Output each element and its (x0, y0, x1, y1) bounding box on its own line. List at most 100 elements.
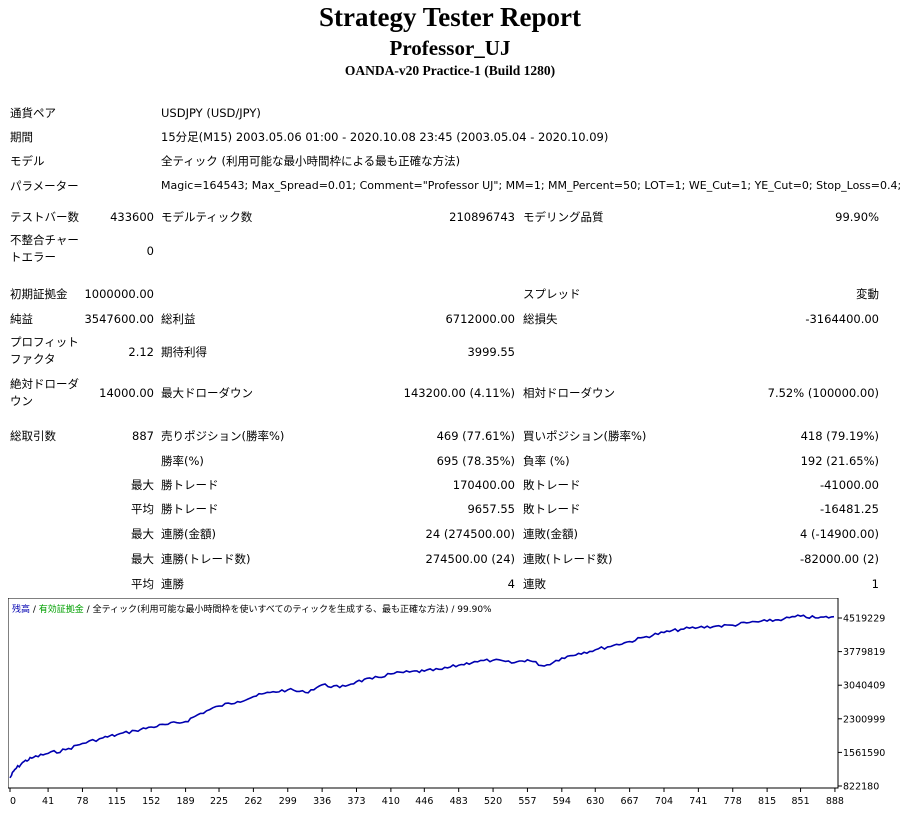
chart-plot-frame (8, 598, 839, 789)
total-trades-value: 887 (132, 429, 154, 443)
expected-payoff-label: 期待利得 (161, 345, 207, 359)
max-consecutive-loss-value: -82000.00 (2) (800, 552, 879, 566)
average-prefix: 平均 (131, 502, 154, 516)
x-tick-label: 41 (42, 796, 54, 807)
largest-prefix: 最大 (131, 478, 154, 492)
long-positions-label: 買いポジション(勝率%) (523, 429, 647, 443)
legend-quality: / 99.90% (449, 605, 493, 615)
relative-drawdown-label: 相対ドローダウン (523, 386, 615, 400)
profit-trades-value: 695 (78.35%) (436, 454, 515, 468)
y-tick-label: 3779819 (843, 647, 885, 658)
x-tick-label: 815 (758, 796, 776, 807)
bars-value: 433600 (110, 210, 154, 224)
maximal-drawdown-value: 143200.00 (4.11%) (403, 386, 515, 400)
average-loss-value: -16481.25 (819, 502, 879, 516)
mismatch-label: 不整合チャートエラー (10, 233, 79, 264)
quality-label: モデリング品質 (523, 210, 604, 224)
profit-trades-label: 勝率(%) (161, 454, 204, 468)
x-tick-label: 483 (450, 796, 468, 807)
legend-separator-2: / (84, 605, 93, 615)
x-tick-label: 336 (313, 796, 331, 807)
bars-label: テストバー数 (10, 210, 79, 224)
ticks-label: モデルティック数 (161, 210, 253, 224)
profit-factor-value: 2.12 (128, 345, 154, 359)
info-label-symbol: 通貨ペア (10, 106, 56, 120)
absolute-drawdown-label: 絶対ドローダウン (10, 377, 79, 408)
average-loss-label: 敗トレード (523, 502, 581, 516)
info-value-symbol: USDJPY (USD/JPY) (161, 106, 261, 120)
largest-win-label: 勝トレード (161, 478, 219, 492)
info-label-period: 期間 (10, 130, 33, 144)
y-tick-label: 1561590 (843, 748, 885, 759)
x-tick-label: 410 (382, 796, 400, 807)
y-tick-label: 2300999 (843, 714, 885, 725)
maximal-drawdown-label: 最大ドローダウン (161, 386, 253, 400)
deposit-label: 初期証拠金 (10, 287, 68, 301)
max-consecutive-profit-label: 連勝(トレード数) (161, 552, 251, 566)
largest-loss-label: 敗トレード (523, 478, 581, 492)
total-trades-label: 総取引数 (10, 429, 56, 443)
short-positions-label: 売りポジション(勝率%) (161, 429, 285, 443)
expected-payoff-value: 3999.55 (467, 345, 515, 359)
average-consecutive-wins-value: 4 (507, 577, 515, 591)
y-tick-label: 822180 (843, 782, 879, 793)
x-tick-label: 152 (142, 796, 160, 807)
quality-value: 99.90% (835, 210, 879, 224)
average-consecutive-losses-label: 連敗 (523, 577, 546, 591)
info-value-model: 全ティック (利用可能な最小時間枠による最も正確な方法) (161, 154, 461, 168)
max-consecutive-profit-value: 274500.00 (24) (425, 552, 515, 566)
info-label-parameters: パラメーター (10, 179, 79, 193)
average-win-value: 9657.55 (467, 502, 515, 516)
x-tick-label: 262 (244, 796, 262, 807)
info-label-model: モデル (10, 154, 45, 168)
balance-chart: 残高 / 有効証拠金 / 全ティック(利用可能な最小時間枠を使いすべてのティック… (8, 598, 900, 816)
net-profit-value: 3547600.00 (84, 312, 154, 326)
gross-profit-label: 総利益 (161, 312, 196, 326)
legend-balance: 残高 (12, 603, 30, 615)
largest-win-value: 170400.00 (452, 478, 515, 492)
x-tick-label: 446 (415, 796, 433, 807)
gross-loss-value: -3164400.00 (805, 312, 879, 326)
balance-chart-svg: 残高 / 有効証拠金 / 全ティック(利用可能な最小時間枠を使いすべてのティック… (8, 598, 885, 807)
x-tick-label: 373 (347, 796, 365, 807)
net-profit-label: 純益 (10, 312, 33, 326)
loss-trades-label: 負率 (%) (523, 454, 570, 468)
x-tick-label: 115 (108, 796, 126, 807)
x-tick-label: 189 (177, 796, 195, 807)
short-positions-value: 469 (77.61%) (436, 429, 515, 443)
chart-legend: 残高 / 有効証拠金 / 全ティック(利用可能な最小時間枠を使いすべてのティック… (12, 603, 492, 615)
x-tick-label: 667 (621, 796, 639, 807)
x-tick-label: 557 (518, 796, 536, 807)
legend-equity: 有効証拠金 (39, 603, 84, 615)
gross-loss-label: 総損失 (523, 312, 558, 326)
average-consecutive-wins-label: 連勝 (161, 577, 184, 591)
x-tick-label: 225 (210, 796, 228, 807)
absolute-drawdown-value: 14000.00 (99, 386, 154, 400)
x-tick-label: 704 (655, 796, 673, 807)
loss-trades-value: 192 (21.65%) (800, 454, 879, 468)
profit-factor-label: プロフィットファクタ (10, 335, 79, 366)
max-consecutive-losses-label: 連敗(金額) (523, 527, 578, 541)
spread-value: 変動 (856, 287, 879, 301)
max-consecutive-loss-label: 連敗(トレード数) (523, 552, 613, 566)
info-value-parameters: Magic=164543; Max_Spread=0.01; Comment="… (161, 179, 900, 192)
x-tick-label: 78 (76, 796, 88, 807)
legend-model: 全ティック(利用可能な最小時間枠を使いすべてのティックを生成する、最も正確な方法… (93, 603, 449, 615)
average-consecutive-losses-value: 1 (871, 577, 879, 591)
y-tick-label: 4519229 (843, 614, 885, 625)
max-consecutive-wins-label: 連勝(金額) (161, 527, 216, 541)
balance-line (9, 614, 835, 779)
gross-profit-value: 6712000.00 (445, 312, 515, 326)
x-tick-label: 594 (553, 796, 571, 807)
report-title: Strategy Tester Report (319, 2, 581, 32)
server-name: OANDA-v20 Practice-1 (Build 1280) (344, 63, 556, 78)
legend-separator-1: / (30, 605, 39, 615)
x-tick-label: 0 (10, 796, 16, 807)
x-tick-label: 630 (586, 796, 604, 807)
mismatch-value: 0 (146, 244, 154, 258)
largest-loss-value: -41000.00 (819, 478, 879, 492)
x-tick-label: 851 (791, 796, 809, 807)
x-tick-label: 888 (826, 796, 844, 807)
x-tick-label: 299 (279, 796, 297, 807)
expert-name: Professor_UJ (389, 36, 511, 60)
